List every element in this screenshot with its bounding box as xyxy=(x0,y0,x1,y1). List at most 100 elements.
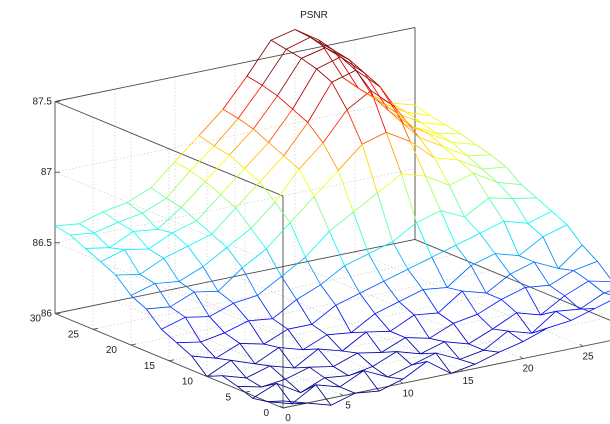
mesh-segment xyxy=(594,300,610,309)
mesh-segment xyxy=(531,310,557,334)
mesh-segment xyxy=(435,352,460,360)
z-tick-label: 87.5 xyxy=(33,97,53,108)
mesh-segment xyxy=(333,50,359,89)
y-tick-label: 25 xyxy=(68,329,80,340)
mesh-segment xyxy=(460,133,477,145)
y-tick-label: 0 xyxy=(263,408,269,419)
mesh-segment xyxy=(518,255,535,263)
x-tick-label: 25 xyxy=(582,351,594,362)
mesh-segment xyxy=(340,56,357,71)
mesh-segment xyxy=(366,93,383,104)
mesh-segment xyxy=(154,280,180,284)
grid-line xyxy=(234,276,464,372)
mesh-segment xyxy=(209,316,225,334)
mesh-segment xyxy=(139,274,156,284)
mesh-segment xyxy=(320,284,337,306)
mesh-segment xyxy=(276,383,293,405)
mesh-segment xyxy=(390,102,416,106)
mesh-segment xyxy=(475,144,492,156)
mesh-segment xyxy=(259,155,285,183)
mesh-segment xyxy=(558,267,574,271)
mesh-segment xyxy=(163,245,188,259)
mesh-segment xyxy=(298,168,315,197)
y-tick-label: 15 xyxy=(144,361,156,372)
mesh-segment xyxy=(291,402,308,405)
mesh-segment xyxy=(488,197,505,222)
mesh-segment xyxy=(200,341,217,359)
mesh-segment xyxy=(374,313,391,332)
mesh-segment xyxy=(579,292,605,310)
mesh-segment xyxy=(510,261,535,275)
mesh-segment xyxy=(453,323,469,345)
mesh-segment xyxy=(381,102,398,114)
mesh-segment xyxy=(477,313,493,330)
mesh-segment xyxy=(474,351,500,365)
mesh-segment xyxy=(181,181,206,208)
grid-line xyxy=(354,251,584,347)
mesh-segment xyxy=(442,146,459,161)
mesh-segment xyxy=(165,170,191,199)
mesh-segment xyxy=(172,220,197,234)
mesh-segment xyxy=(272,299,297,320)
mesh-segment xyxy=(342,350,358,354)
mesh-segment xyxy=(174,135,200,162)
mesh-segment xyxy=(211,233,228,248)
mesh-segment xyxy=(507,330,532,334)
mesh-segment xyxy=(431,257,448,288)
mesh-segment xyxy=(78,223,95,234)
mesh-segment xyxy=(422,289,439,314)
mesh-segment xyxy=(229,128,254,156)
mesh-segment xyxy=(309,366,325,379)
mesh-segment xyxy=(411,352,436,366)
mesh-segment xyxy=(285,366,310,380)
mesh-segment xyxy=(265,248,282,277)
mesh-segment xyxy=(313,196,330,232)
mesh-segment xyxy=(246,39,272,77)
chart-title: PSNR xyxy=(300,10,328,21)
mesh-segment xyxy=(466,154,492,157)
mesh-segment xyxy=(450,363,476,374)
mesh-segment xyxy=(329,211,354,232)
y-tick-label: 5 xyxy=(225,392,231,403)
mesh-segment xyxy=(362,131,387,145)
mesh-segment xyxy=(401,173,426,177)
mesh-segment xyxy=(109,231,134,249)
mesh-segment xyxy=(573,270,589,282)
mesh-segment xyxy=(437,312,454,324)
mesh-segment xyxy=(359,280,384,294)
mesh-segment xyxy=(477,299,502,315)
mesh-segment xyxy=(270,39,287,50)
mesh-segment xyxy=(398,301,415,316)
mesh-segment xyxy=(250,228,267,250)
mesh-segment xyxy=(206,359,232,377)
mesh-segment xyxy=(549,270,574,286)
mesh-segment xyxy=(248,320,265,345)
mesh-segment xyxy=(522,327,548,342)
mesh-segment xyxy=(244,142,269,169)
mesh-segment xyxy=(241,248,267,269)
mesh-segment xyxy=(331,69,356,83)
mesh-segment xyxy=(518,236,544,257)
mesh-segment xyxy=(237,84,263,119)
mesh-segment xyxy=(555,310,572,321)
mesh-segment xyxy=(224,320,249,334)
mesh-segment xyxy=(427,132,444,147)
mesh-segment xyxy=(222,375,247,379)
mesh-segment xyxy=(267,401,292,405)
mesh-segment xyxy=(324,375,349,379)
mesh-segment xyxy=(176,342,193,357)
mesh-segment xyxy=(261,48,287,86)
mesh-segment xyxy=(470,253,496,266)
mesh-segment xyxy=(421,122,446,126)
mesh-segment xyxy=(293,348,319,369)
mesh-segment xyxy=(196,220,213,235)
mesh-segment xyxy=(315,384,332,406)
mesh-segment xyxy=(481,168,498,183)
x-tick-label: 0 xyxy=(285,413,291,424)
mesh-segment xyxy=(588,280,605,294)
mesh-segment xyxy=(357,351,382,354)
mesh-segment xyxy=(494,253,511,275)
mesh-segment xyxy=(222,75,248,110)
mesh-segment xyxy=(300,384,316,393)
